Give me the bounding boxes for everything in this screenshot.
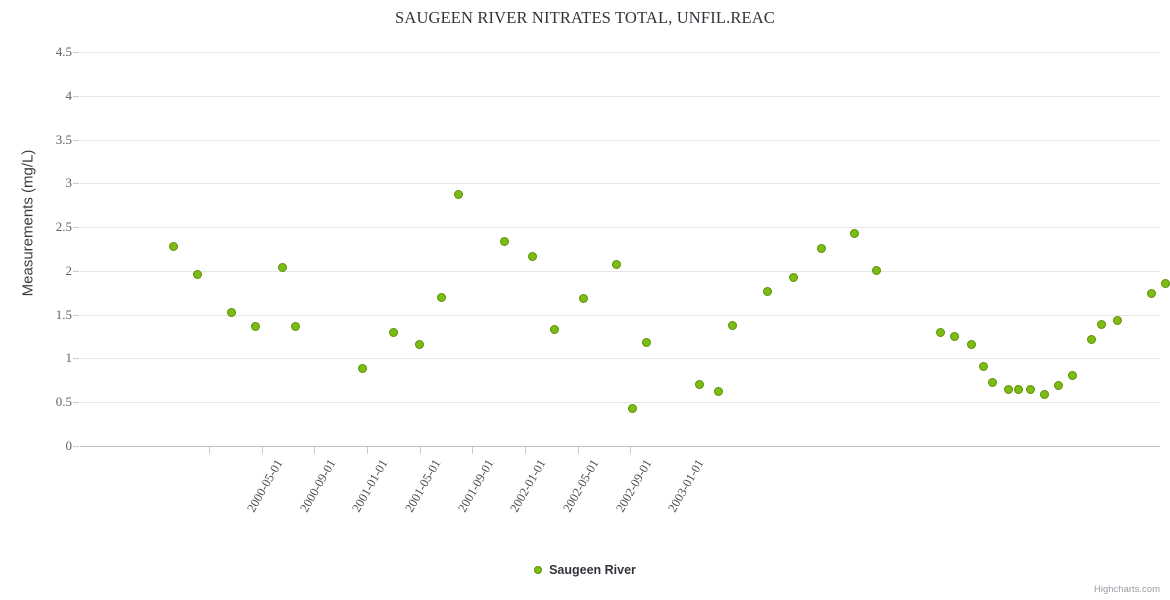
y-axis-tick-label: 2 bbox=[65, 262, 73, 278]
x-axis-tick-label: 2003-01-01 bbox=[665, 457, 707, 515]
gridline-horizontal bbox=[80, 358, 1160, 360]
data-point[interactable] bbox=[1067, 371, 1077, 381]
data-point[interactable] bbox=[499, 237, 509, 247]
data-point[interactable] bbox=[849, 228, 859, 238]
data-point[interactable] bbox=[250, 321, 260, 331]
y-axis-tick-mark bbox=[73, 183, 79, 185]
x-axis-tick-label: 2002-01-01 bbox=[507, 457, 549, 515]
plot-area[interactable] bbox=[80, 52, 1170, 446]
data-point[interactable] bbox=[1086, 334, 1096, 344]
data-point[interactable] bbox=[641, 338, 651, 348]
data-point[interactable] bbox=[1160, 278, 1170, 288]
data-point[interactable] bbox=[1003, 384, 1013, 394]
x-axis-tick-label: 2002-05-01 bbox=[560, 457, 602, 515]
legend-item-saugeen-river[interactable]: Saugeen River bbox=[534, 563, 636, 577]
y-axis-tick-label: 3.5 bbox=[55, 131, 72, 147]
gridline-horizontal bbox=[80, 183, 1160, 185]
y-axis-tick-label: 2.5 bbox=[55, 219, 72, 235]
credits-link[interactable]: Highcharts.com bbox=[1094, 584, 1160, 595]
data-point[interactable] bbox=[1025, 385, 1035, 395]
data-point[interactable] bbox=[788, 272, 798, 282]
y-axis-tick-mark bbox=[73, 52, 79, 53]
x-axis-tick-mark bbox=[367, 447, 368, 454]
data-point[interactable] bbox=[987, 378, 997, 388]
x-axis-tick-label: 2000-09-01 bbox=[297, 457, 339, 515]
y-axis-tick-label: 0.5 bbox=[55, 394, 72, 410]
gridline-horizontal bbox=[80, 95, 1160, 97]
y-axis-tick-mark bbox=[73, 227, 79, 229]
y-axis-tick-mark bbox=[73, 402, 79, 404]
gridline-horizontal bbox=[80, 52, 1160, 53]
data-point[interactable] bbox=[388, 327, 398, 337]
x-axis-tick-mark bbox=[525, 447, 526, 454]
data-point[interactable] bbox=[1013, 385, 1023, 395]
data-point[interactable] bbox=[627, 403, 637, 413]
chart-title: SAUGEEN RIVER NITRATES TOTAL, UNFIL.REAC bbox=[395, 8, 775, 27]
data-point[interactable] bbox=[168, 241, 178, 251]
legend: Saugeen River bbox=[0, 563, 1170, 577]
y-axis-tick-mark bbox=[73, 446, 79, 447]
y-axis-tick-label: 0 bbox=[65, 438, 73, 453]
x-axis-tick-label: 2001-05-01 bbox=[402, 457, 444, 515]
data-point[interactable] bbox=[727, 320, 737, 330]
data-point[interactable] bbox=[226, 307, 236, 317]
y-axis-tick-mark bbox=[73, 314, 79, 316]
data-point[interactable] bbox=[949, 332, 959, 342]
gridline-horizontal bbox=[80, 314, 1160, 316]
data-point[interactable] bbox=[694, 380, 704, 390]
gridline-horizontal bbox=[80, 402, 1160, 404]
data-point[interactable] bbox=[762, 287, 772, 297]
x-axis-tick-mark bbox=[209, 447, 210, 454]
x-axis-tick-mark bbox=[578, 447, 579, 454]
x-axis-tick-label: 2000-05-01 bbox=[244, 457, 286, 515]
x-axis-tick-mark bbox=[314, 447, 315, 454]
y-axis-tick-label: 4.5 bbox=[55, 44, 72, 59]
y-axis-tick-label: 4 bbox=[65, 87, 73, 103]
data-point[interactable] bbox=[549, 325, 559, 335]
y-axis-tick-mark bbox=[73, 358, 79, 360]
y-axis-tick-label: 3 bbox=[65, 175, 73, 191]
data-point[interactable] bbox=[816, 243, 826, 253]
data-point[interactable] bbox=[1096, 319, 1106, 329]
gridline-horizontal bbox=[80, 227, 1160, 229]
gridline-horizontal bbox=[80, 270, 1160, 272]
data-point[interactable] bbox=[453, 190, 463, 200]
y-axis-tick-label: 1 bbox=[65, 350, 73, 366]
data-point[interactable] bbox=[414, 339, 424, 349]
data-point[interactable] bbox=[1039, 389, 1049, 399]
data-point[interactable] bbox=[357, 363, 367, 373]
gridline-horizontal bbox=[80, 139, 1160, 141]
y-axis-tick-label: 1.5 bbox=[55, 306, 72, 322]
data-point[interactable] bbox=[966, 339, 976, 349]
legend-marker-icon bbox=[534, 566, 543, 574]
data-point[interactable] bbox=[527, 252, 537, 262]
data-point[interactable] bbox=[713, 387, 723, 397]
x-axis-tick-label: 2001-09-01 bbox=[455, 457, 497, 515]
data-point[interactable] bbox=[436, 292, 446, 302]
data-point[interactable] bbox=[1112, 316, 1122, 326]
data-point[interactable] bbox=[290, 321, 300, 331]
x-axis-tick-mark bbox=[630, 447, 631, 454]
data-point[interactable] bbox=[611, 260, 621, 270]
y-axis-tick-mark bbox=[73, 270, 79, 272]
x-axis-line bbox=[80, 446, 1160, 447]
data-point[interactable] bbox=[871, 265, 881, 275]
x-axis-tick-mark bbox=[472, 447, 473, 454]
x-axis-tick-label: 2002-09-01 bbox=[613, 457, 655, 515]
data-point[interactable] bbox=[935, 327, 945, 337]
data-point[interactable] bbox=[192, 269, 202, 279]
x-axis-tick-label: 2001-01-01 bbox=[349, 457, 391, 515]
data-point[interactable] bbox=[578, 293, 588, 303]
y-axis-tick-mark bbox=[73, 139, 79, 141]
x-axis-tick-mark bbox=[420, 447, 421, 454]
legend-item-label: Saugeen River bbox=[549, 563, 636, 577]
data-point[interactable] bbox=[978, 361, 988, 371]
data-point[interactable] bbox=[1053, 381, 1063, 391]
x-axis-tick-mark bbox=[262, 447, 263, 454]
data-point[interactable] bbox=[1146, 289, 1156, 299]
data-point[interactable] bbox=[277, 262, 287, 272]
y-axis-tick-mark bbox=[73, 95, 79, 97]
